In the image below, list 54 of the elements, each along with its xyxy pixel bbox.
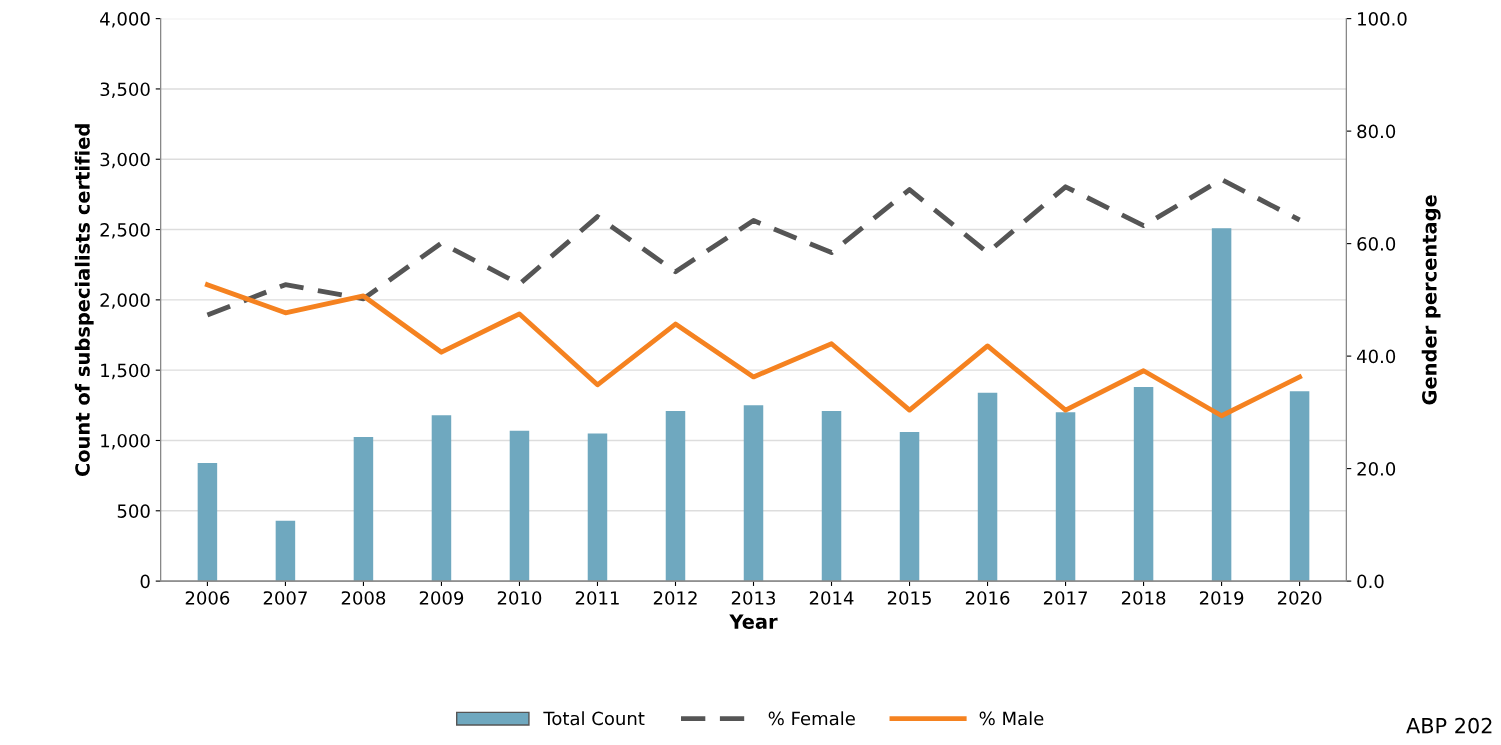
x-tick-label: 2019 (1199, 591, 1244, 605)
x-tick-label: 2016 (965, 591, 1010, 605)
y-tick-label: 500 (117, 504, 150, 518)
x-tick-label: 2006 (185, 591, 230, 605)
bar (509, 430, 530, 582)
legend-label: % Male (979, 711, 1044, 726)
y-tick-label: 4,000 (100, 12, 150, 28)
bar (977, 392, 998, 582)
x-tick-label: 2014 (809, 591, 854, 605)
legend-label: % Female (768, 711, 855, 726)
x-tick-label: 2009 (419, 591, 464, 605)
x-tick-label: 2008 (341, 591, 386, 605)
x-tick-label: 2018 (1121, 591, 1166, 605)
legend-label: Total Count (543, 711, 645, 726)
y-tick-label: 2,500 (100, 223, 150, 239)
bar (587, 433, 608, 582)
x-tick-label: 2007 (263, 591, 307, 605)
x-tick-label: 2011 (575, 591, 619, 605)
x-tick-label: 2020 (1277, 591, 1322, 605)
y2-tick-label: 40.0 (1357, 349, 1396, 364)
y2-axis-title: Gender percentage (1421, 195, 1441, 405)
y-tick-label: 1,500 (101, 363, 150, 380)
y2-tick-label: 80.0 (1357, 124, 1396, 139)
x-tick-label: 2015 (887, 591, 931, 605)
x-tick-label: 2012 (653, 591, 697, 605)
bar (743, 405, 764, 582)
x-tick-label: 2010 (497, 591, 542, 605)
bar (353, 436, 374, 582)
bar (1133, 387, 1154, 582)
bar (821, 410, 842, 582)
bar (197, 462, 218, 582)
bar (1055, 412, 1076, 582)
line-series (204, 282, 1303, 419)
y-tick-label: 3,000 (100, 152, 150, 169)
x-tick-label: 2017 (1043, 591, 1087, 605)
line-series (204, 177, 1303, 318)
text: ABP 202 (1406, 717, 1492, 734)
y-tick-label: 3,500 (100, 82, 150, 98)
bar (1211, 228, 1232, 582)
bar (431, 415, 452, 582)
y2-tick-label: 0.0 (1357, 574, 1384, 589)
y2-tick-label: 100.0 (1358, 12, 1407, 26)
bar (665, 410, 686, 582)
x-axis-title: Year (729, 614, 778, 629)
bar (275, 520, 296, 582)
y-tick-label: 2,000 (100, 293, 150, 309)
bar (1289, 391, 1310, 582)
y2-tick-label: 20.0 (1357, 462, 1396, 476)
y-tick-label: 0 (140, 574, 150, 589)
y-axis-title: Count of subspecialists certified (74, 124, 94, 477)
x-tick-label: 2013 (731, 591, 776, 605)
y-tick-label: 1,000 (101, 433, 150, 450)
y2-tick-label: 60.0 (1357, 237, 1396, 251)
bar (899, 432, 920, 582)
